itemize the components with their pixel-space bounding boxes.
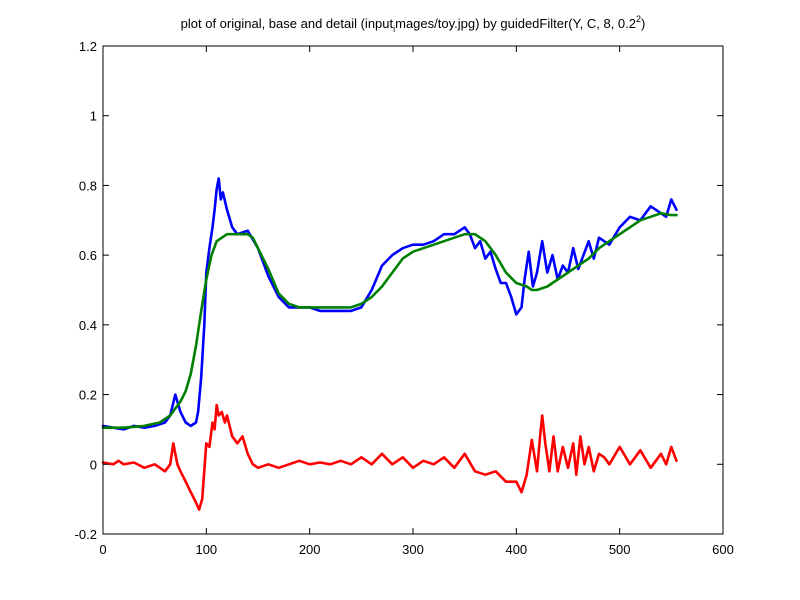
series-line-1 — [101, 177, 678, 431]
x-tick-label: 300 — [402, 542, 424, 557]
chart-title: plot of original, base and detail (input… — [181, 14, 646, 34]
series-line-2 — [101, 212, 678, 430]
y-tick-label: 0.8 — [79, 178, 97, 193]
y-tick-label: 0.4 — [79, 318, 97, 333]
y-tick-label: 1 — [90, 109, 97, 124]
series-layer — [101, 177, 678, 511]
x-tick-label: 500 — [609, 542, 631, 557]
chart-title-part3: ) — [641, 16, 645, 31]
y-tick-label: 0.6 — [79, 248, 97, 263]
axes-layer: 0 100 200 300 400 500 600-0.200.20.40.60.811.2 — [75, 39, 734, 557]
x-tick-label: 200 — [299, 542, 321, 557]
y-tick-label: 0.2 — [79, 388, 97, 403]
chart-title-part1: plot of original, base and detail (input — [181, 16, 394, 31]
x-tick-label: 600 — [712, 542, 734, 557]
y-tick-label: 0 — [90, 457, 97, 472]
chart-title-superscript: 2 — [636, 14, 641, 24]
chart-title-subscript: i — [393, 24, 395, 34]
x-tick-label: 400 — [505, 542, 527, 557]
y-tick-label: -0.2 — [75, 527, 97, 542]
series-line-3 — [101, 403, 678, 511]
plot-area — [103, 46, 723, 534]
chart-title-part2: mages/toy.jpg) by guidedFilter(Y, C, 8, … — [395, 16, 636, 31]
y-tick-label: 1.2 — [79, 39, 97, 54]
x-tick-label: 0 — [99, 542, 106, 557]
x-tick-label: 100 — [195, 542, 217, 557]
